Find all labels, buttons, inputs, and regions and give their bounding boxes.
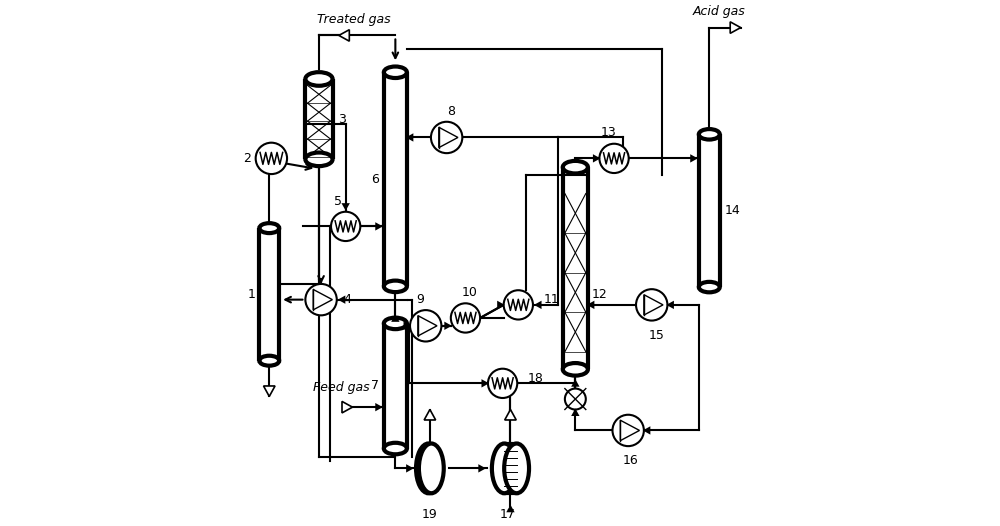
Polygon shape bbox=[264, 386, 275, 397]
Ellipse shape bbox=[305, 153, 333, 166]
Bar bbox=[504, 443, 517, 493]
Polygon shape bbox=[534, 301, 542, 309]
Circle shape bbox=[331, 212, 360, 241]
Polygon shape bbox=[338, 296, 345, 304]
Text: 13: 13 bbox=[601, 126, 617, 139]
Text: 9: 9 bbox=[417, 293, 424, 306]
Circle shape bbox=[410, 310, 441, 341]
Polygon shape bbox=[593, 154, 600, 163]
Text: 14: 14 bbox=[725, 204, 741, 217]
Text: 7: 7 bbox=[371, 379, 379, 392]
Polygon shape bbox=[730, 22, 741, 33]
Polygon shape bbox=[342, 401, 352, 413]
Polygon shape bbox=[375, 222, 383, 230]
Circle shape bbox=[451, 304, 480, 332]
Ellipse shape bbox=[384, 318, 407, 329]
Text: 8: 8 bbox=[447, 105, 455, 118]
Polygon shape bbox=[478, 464, 486, 472]
Text: 17: 17 bbox=[500, 508, 516, 521]
Text: 15: 15 bbox=[649, 329, 665, 342]
Ellipse shape bbox=[699, 282, 720, 292]
Circle shape bbox=[636, 289, 667, 320]
Polygon shape bbox=[406, 133, 413, 141]
Text: 2: 2 bbox=[243, 152, 251, 165]
Bar bbox=[384, 72, 407, 286]
Polygon shape bbox=[424, 410, 436, 420]
Bar bbox=[384, 323, 407, 449]
Text: Treated gas: Treated gas bbox=[317, 13, 390, 26]
Polygon shape bbox=[666, 301, 674, 309]
Text: 5: 5 bbox=[334, 195, 342, 208]
Ellipse shape bbox=[259, 356, 279, 366]
Text: 10: 10 bbox=[462, 286, 478, 299]
Bar bbox=[305, 79, 333, 159]
Polygon shape bbox=[644, 295, 663, 315]
Polygon shape bbox=[571, 379, 580, 387]
Ellipse shape bbox=[492, 443, 517, 493]
Circle shape bbox=[488, 369, 517, 398]
Text: Acid gas: Acid gas bbox=[692, 5, 745, 18]
Polygon shape bbox=[587, 301, 594, 309]
Text: 11: 11 bbox=[543, 293, 559, 306]
Polygon shape bbox=[620, 420, 639, 441]
Text: 6: 6 bbox=[372, 173, 379, 186]
Circle shape bbox=[305, 284, 337, 316]
Polygon shape bbox=[339, 29, 349, 41]
Polygon shape bbox=[643, 426, 650, 434]
Polygon shape bbox=[497, 301, 505, 309]
Polygon shape bbox=[439, 127, 458, 148]
Ellipse shape bbox=[384, 443, 407, 454]
Ellipse shape bbox=[384, 280, 407, 292]
Polygon shape bbox=[406, 464, 414, 472]
Circle shape bbox=[431, 122, 462, 153]
Ellipse shape bbox=[259, 223, 279, 233]
Ellipse shape bbox=[416, 443, 441, 493]
Bar bbox=[699, 134, 720, 287]
Bar bbox=[563, 167, 588, 369]
Text: 16: 16 bbox=[623, 454, 639, 467]
Bar bbox=[259, 228, 279, 361]
Ellipse shape bbox=[699, 129, 720, 139]
Polygon shape bbox=[571, 409, 580, 416]
Circle shape bbox=[612, 414, 644, 446]
Ellipse shape bbox=[563, 161, 588, 174]
Polygon shape bbox=[313, 289, 332, 310]
Polygon shape bbox=[690, 154, 698, 163]
Polygon shape bbox=[481, 379, 489, 388]
Text: 18: 18 bbox=[528, 372, 544, 385]
Bar bbox=[428, 443, 431, 493]
Circle shape bbox=[599, 144, 629, 173]
Text: 19: 19 bbox=[422, 508, 438, 521]
Polygon shape bbox=[391, 315, 400, 322]
Polygon shape bbox=[506, 505, 515, 512]
Ellipse shape bbox=[504, 443, 529, 493]
Ellipse shape bbox=[384, 66, 407, 78]
Text: 4: 4 bbox=[343, 293, 351, 306]
Text: 3: 3 bbox=[338, 113, 346, 126]
Circle shape bbox=[504, 290, 533, 319]
Ellipse shape bbox=[419, 443, 444, 493]
Polygon shape bbox=[341, 203, 350, 211]
Polygon shape bbox=[505, 410, 516, 420]
Polygon shape bbox=[444, 321, 452, 330]
Ellipse shape bbox=[305, 72, 333, 86]
Polygon shape bbox=[418, 316, 437, 336]
Text: 1: 1 bbox=[248, 288, 256, 301]
Ellipse shape bbox=[563, 363, 588, 376]
Polygon shape bbox=[404, 321, 411, 330]
Polygon shape bbox=[375, 403, 383, 411]
Circle shape bbox=[565, 389, 586, 410]
Text: Feed gas: Feed gas bbox=[313, 381, 369, 394]
Text: 12: 12 bbox=[592, 288, 608, 301]
Circle shape bbox=[256, 143, 287, 174]
